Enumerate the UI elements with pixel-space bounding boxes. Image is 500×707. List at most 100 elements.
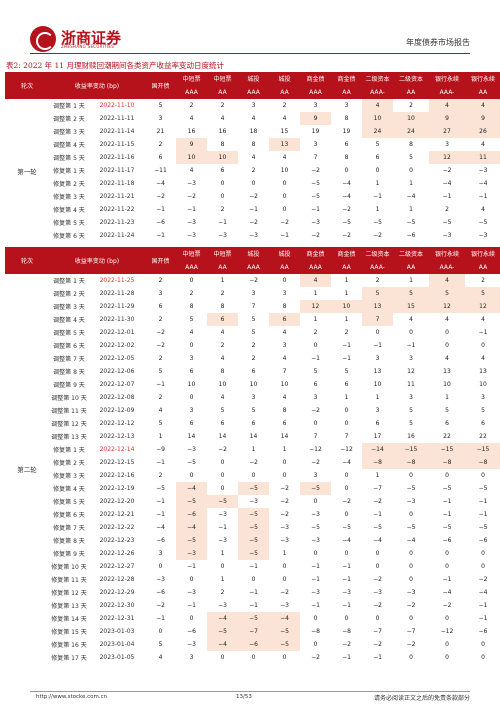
value-cell: 4	[445, 316, 449, 323]
value-cell: −6	[176, 508, 207, 521]
value-cell: 0	[481, 563, 485, 570]
value-cell: 0	[344, 167, 349, 174]
value-cell: 3	[409, 355, 413, 362]
value-cell: 11	[465, 151, 500, 164]
value-cell: 5	[158, 102, 163, 109]
value-cell: −3	[187, 232, 196, 239]
value-cell: 5	[375, 141, 380, 148]
value-cell: −3	[373, 589, 382, 596]
date-cell: 2022-12-12	[99, 420, 135, 427]
value-cell: −3	[406, 589, 416, 596]
value-cell: 2	[251, 167, 256, 174]
value-cell: −2	[249, 459, 258, 466]
value-cell: −4	[207, 612, 238, 625]
value-cell: −2	[373, 498, 382, 505]
header-asset: 城投	[238, 247, 269, 260]
header-day: 收益率变动 (bp)	[49, 72, 145, 99]
value-cell: 5	[409, 154, 413, 161]
value-cell: 13	[269, 138, 300, 151]
day-label: 修复第 3 天	[53, 473, 85, 480]
value-cell: 0	[282, 472, 287, 479]
value-cell: 6	[445, 420, 449, 427]
value-cell: 1	[158, 433, 163, 440]
value-cell: 6	[158, 154, 163, 161]
table-row: 调整第 4 天 2022-11-15 2 9 8 8 13 3 6 5 8 3 4	[5, 138, 500, 151]
value-cell: −3	[478, 167, 488, 174]
value-cell: −5	[478, 485, 488, 492]
value-cell: 14	[218, 433, 227, 440]
table-row: 调整第 12 天 2022-12-12 5 6 6 6 6 0 0 6 5 6 6	[5, 417, 500, 430]
value-cell: 0	[282, 180, 287, 187]
value-cell: 6	[481, 420, 485, 427]
date-cell: 2022-12-07	[99, 381, 135, 388]
value-cell: −7	[406, 628, 416, 635]
value-cell: −3	[311, 589, 320, 596]
value-cell: 24	[362, 125, 393, 138]
table-row: 修复第 9 天 2022-12-26 3 −3 1 −5 1 0 0 0 0 0 0	[5, 547, 500, 560]
value-cell: 8	[344, 154, 349, 161]
value-cell: 2	[375, 277, 380, 284]
date-cell: 2022-11-18	[99, 180, 135, 187]
table-row: 修复第 15 天 2023-01-03 0 −6 −5 −7 −5 −8 −8 −7 −7 −12 −6	[5, 625, 500, 638]
value-cell: 1	[282, 446, 287, 453]
value-cell: 2	[220, 290, 225, 297]
value-cell: 3	[158, 115, 163, 122]
value-cell: −4	[342, 537, 351, 544]
value-cell: −1	[478, 602, 488, 609]
value-cell: −5	[311, 524, 320, 531]
value-cell: 0	[445, 342, 449, 349]
value-cell: 2	[220, 589, 225, 596]
value-cell: 0	[481, 654, 485, 661]
table-row: 调整第 5 天 2022-12-01 −2 4 4 5 4 2 2 0 0 0 −1	[5, 326, 500, 339]
value-cell: 2	[158, 141, 163, 148]
header-asset: 国开债	[145, 247, 176, 274]
value-cell: −1	[311, 602, 320, 609]
value-cell: 0	[445, 329, 449, 336]
date-cell: 2022-12-30	[99, 602, 135, 609]
value-cell: −2	[280, 511, 289, 518]
logo-text: 浙商证券	[61, 29, 122, 47]
value-cell: −1	[311, 355, 320, 362]
table-row: 第二轮 调整第 1 天 2022-11-25 2 0 1 −2 0 4 1 2 1 4 2	[5, 274, 500, 474]
value-cell: 3	[189, 355, 194, 362]
day-label: 修复第 5 天	[53, 499, 85, 506]
value-cell: 0	[344, 511, 349, 518]
value-cell: −2	[249, 277, 258, 284]
day-label: 调整第 2 天	[53, 291, 85, 298]
value-cell: 5	[409, 407, 413, 414]
value-cell: −4	[342, 180, 351, 187]
value-cell: −5	[187, 459, 196, 466]
header-asset: 商金债	[331, 72, 362, 85]
header-asset: 中短票	[207, 72, 238, 85]
value-cell: 0	[220, 472, 225, 479]
value-cell: −2	[156, 342, 165, 349]
value-cell: −6	[187, 628, 196, 635]
date-cell: 2022-12-16	[99, 472, 135, 479]
value-cell: 16	[407, 433, 415, 440]
date-cell: 2022-12-31	[99, 615, 135, 622]
value-cell: 4	[189, 167, 194, 174]
value-cell: −1	[156, 498, 165, 505]
value-cell: 10	[393, 112, 429, 125]
date-cell: 2022-12-06	[99, 368, 135, 375]
value-cell: 21	[156, 128, 165, 135]
value-cell: 1	[344, 277, 349, 284]
value-cell: 0	[409, 615, 413, 622]
value-cell: −3	[187, 219, 196, 226]
day-label: 修复第 2 天	[53, 460, 85, 467]
day-label: 修复第 11 天	[51, 577, 87, 584]
value-cell: 0	[282, 563, 287, 570]
value-cell: 0	[313, 498, 318, 505]
value-cell: 3	[375, 355, 380, 362]
value-cell: 0	[375, 563, 380, 570]
value-cell: −6	[478, 537, 488, 544]
value-cell: −1	[442, 193, 452, 200]
value-cell: 0	[445, 472, 449, 479]
day-label: 调整第 5 天	[53, 155, 85, 162]
value-cell: 5	[251, 316, 256, 323]
value-cell: 7	[313, 154, 318, 161]
footer-url: http://www.stocke.com.cn	[36, 694, 108, 700]
value-cell: 2	[158, 316, 163, 323]
value-cell: 5	[445, 407, 449, 414]
date-cell: 2022-11-23	[99, 219, 135, 226]
